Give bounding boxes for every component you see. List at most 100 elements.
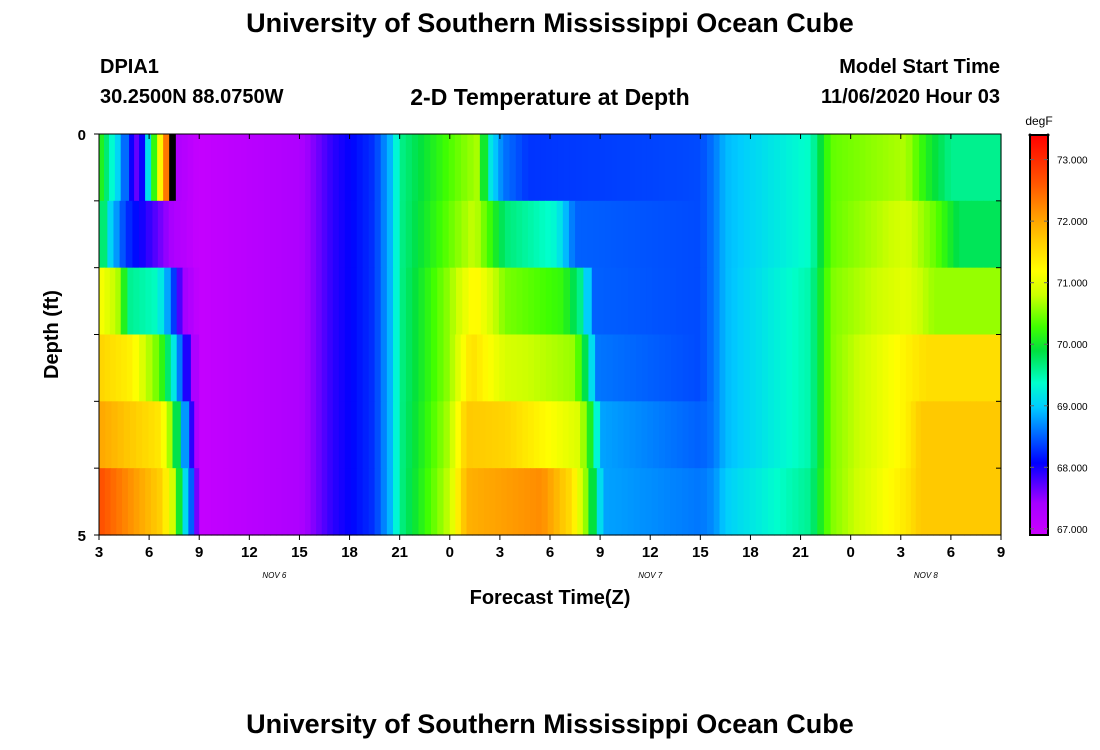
colorbar-corner [1028,133,1032,137]
heatmap-cell [516,200,523,269]
heatmap-cell [911,267,918,336]
heatmap-cell [374,334,382,402]
heatmap-cell [252,334,259,402]
heatmap-cell [767,334,775,402]
heatmap-cell [159,334,166,402]
heatmap-cell [871,401,878,469]
heatmap-cell [842,468,849,536]
heatmap-cell [882,267,890,336]
heatmap-cell [810,267,818,336]
heatmap-cell [293,401,301,469]
heatmap-cell [424,401,432,469]
heatmap-cell [222,267,230,336]
heatmap-cell [676,200,684,269]
heatmap-cell [460,334,467,402]
heatmap-cell [142,401,150,469]
heatmap-cell [299,334,306,402]
heatmap-cell [865,134,872,202]
heatmap-cell [780,334,787,402]
heatmap-cell [466,401,474,469]
heatmap-cell [104,468,112,536]
heatmap-cell [205,334,212,402]
heatmap-cell [761,267,769,336]
heatmap-cell [964,267,972,336]
heatmap-cell [600,334,608,402]
heatmap-cell [515,134,523,202]
heatmap-cell [749,468,757,536]
heatmap-cell [937,334,944,402]
heatmap-cell [682,401,690,469]
heatmap-cell [264,401,271,469]
heatmap-cell [136,401,143,469]
heatmap-cell [755,267,763,336]
heatmap-cell [823,200,832,269]
heatmap-cell [842,267,849,336]
heatmap-cell [615,468,623,536]
heatmap-cell [713,134,721,202]
heatmap-cell [99,468,106,536]
heatmap-cell [574,401,581,469]
heatmap-cell [707,468,715,536]
heatmap-cell [810,401,818,469]
heatmap-cell [847,401,855,469]
heatmap-cell [269,200,277,269]
heatmap-cell [430,200,438,269]
heatmap-cell [133,267,141,336]
heatmap-cell [945,468,953,536]
heatmap-cell [982,134,990,202]
heatmap-cell [293,334,301,402]
heatmap-cell [761,200,769,269]
heatmap-cell [972,334,979,402]
heatmap-cell [332,134,340,202]
heatmap-cell [182,334,192,402]
heatmap-cell [99,334,106,402]
heatmap-row [99,334,1002,402]
heatmap-cell [362,267,370,336]
heatmap-cell [713,200,721,269]
heatmap-cell [761,401,769,469]
heatmap-cell [528,267,535,336]
heatmap-cell [299,468,306,536]
heatmap-cell [321,468,328,536]
heatmap-cell [321,134,328,202]
heatmap-cell [546,134,553,202]
x-tick-label: 21 [391,544,408,561]
heatmap-cell [552,134,559,202]
heatmap-cell [919,134,927,202]
heatmap-cell [586,200,594,269]
heatmap-cell [652,267,659,336]
heatmap-cell [836,267,843,336]
heatmap-cell [611,134,618,202]
heatmap-cell [163,134,170,202]
heatmap-cell [119,200,127,269]
heatmap-cell [994,468,1002,536]
heatmap-cell [228,401,236,469]
heatmap-cell [847,134,855,202]
heatmap-cell [865,200,872,269]
heatmap-cell [150,468,158,536]
heatmap-cell [954,334,962,402]
x-tick-label: 0 [446,544,454,561]
heatmap-cell [871,468,878,536]
heatmap-cell [305,134,312,202]
heatmap-cell [932,134,939,202]
heatmap-cell [275,134,283,202]
heatmap-cell [737,334,745,402]
heatmap-cell [810,334,818,402]
heatmap-cell [581,200,588,269]
heatmap-cell [222,134,230,202]
heatmap-cell [713,468,721,536]
heatmap-cell [871,334,878,402]
heatmap-cell [737,401,745,469]
heatmap-cell [246,401,253,469]
heatmap-cell [894,334,901,402]
heatmap-cell [653,401,660,469]
heatmap-cell [737,468,745,536]
heatmap-cell [940,267,947,336]
heatmap-cell [646,267,653,336]
heatmap-cell [719,267,726,336]
heatmap-cell [636,334,643,402]
heatmap-cell [905,200,913,269]
heatmap-cell [804,134,812,202]
heatmap-cell [925,134,933,202]
